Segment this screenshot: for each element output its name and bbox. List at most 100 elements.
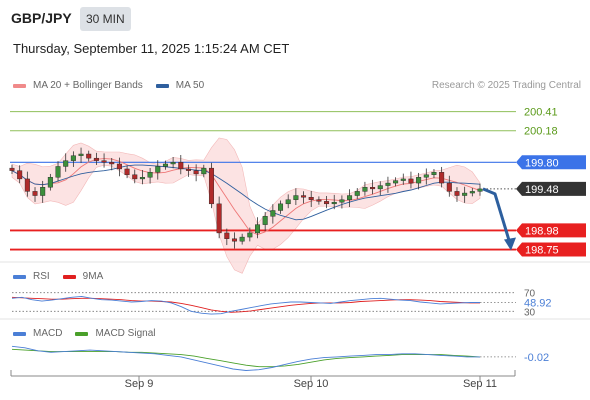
- price-candle: [377, 181, 383, 196]
- last-price-tag: [516, 181, 586, 196]
- price-candle: [40, 180, 46, 203]
- price-candle: [477, 183, 483, 196]
- candle-body: [231, 238, 237, 242]
- price-candle: [47, 173, 53, 191]
- candle-body: [93, 157, 99, 161]
- candle-body: [147, 172, 153, 178]
- candle-body: [55, 166, 61, 178]
- price-candle: [216, 196, 222, 239]
- macd-legend: MACD MACD Signal: [13, 328, 168, 339]
- candle-body: [78, 153, 84, 156]
- candle-body: [347, 195, 353, 200]
- candle-body: [278, 203, 284, 211]
- candle-body: [40, 187, 46, 196]
- price-candle: [116, 157, 122, 177]
- candle-body: [170, 162, 176, 165]
- candle-body: [86, 153, 92, 159]
- rsi-line: [11, 295, 480, 315]
- rsi-legend: RSI 9MA: [13, 271, 116, 282]
- candle-body: [132, 174, 138, 180]
- x-tick-label: Sep 9: [125, 378, 154, 390]
- candle-body: [331, 201, 337, 205]
- price-candle: [423, 168, 429, 185]
- support-price-tag-4: [516, 223, 586, 238]
- rsi-tick-label-30: 30: [524, 307, 536, 318]
- ma20-legend-swatch: [13, 83, 26, 88]
- candle-body: [139, 177, 145, 180]
- ma20-legend-label: MA 20 + Bollinger Bands: [33, 80, 143, 91]
- price-candle: [208, 162, 214, 209]
- price-candle: [78, 147, 84, 163]
- candle-body: [17, 170, 23, 180]
- forecast-arrow-path: [482, 187, 512, 244]
- candle-body: [370, 187, 376, 190]
- symbol-title: GBP/JPY: [11, 10, 72, 26]
- candle-body: [70, 155, 76, 161]
- price-candle: [170, 156, 176, 169]
- candle-body: [431, 172, 437, 175]
- candle-body: [454, 191, 460, 196]
- candle-body: [9, 167, 15, 171]
- price-candle: [331, 194, 337, 210]
- price-candle: [231, 232, 237, 249]
- price-candle: [139, 169, 145, 185]
- candle-body: [285, 199, 291, 205]
- candle-body: [270, 210, 276, 217]
- price-candle: [162, 160, 168, 170]
- support-label-5: 198.75: [525, 245, 559, 257]
- support-price-tag-5: [516, 242, 586, 257]
- macd-signal-legend-label: MACD Signal: [95, 328, 156, 339]
- candle-body: [400, 178, 406, 181]
- price-candle: [63, 153, 69, 172]
- ma50-legend-swatch: [155, 83, 169, 88]
- candle-body: [262, 216, 268, 225]
- price-candle: [370, 179, 376, 195]
- price-candle: [86, 150, 92, 162]
- price-candle: [469, 188, 475, 197]
- price-candle: [201, 164, 207, 178]
- candle-body: [224, 232, 230, 239]
- candle-body: [178, 162, 184, 170]
- price-candle: [132, 169, 138, 184]
- macd-signal-line: [11, 348, 481, 368]
- candle-body: [63, 160, 69, 167]
- rsi-legend-label: RSI: [33, 271, 50, 282]
- price-candle: [178, 154, 184, 175]
- candle-body: [339, 199, 345, 203]
- candle-body: [324, 201, 330, 205]
- price-candle: [9, 164, 15, 174]
- price-candle: [109, 157, 115, 171]
- candle-body: [247, 232, 253, 238]
- price-candle: [239, 233, 245, 245]
- macd-line: [11, 345, 480, 371]
- price-candle: [385, 176, 391, 193]
- price-candle: [324, 196, 330, 209]
- candle-body: [354, 191, 360, 196]
- ma50-line: [11, 164, 481, 221]
- price-candle: [278, 200, 284, 214]
- price-candle: [185, 164, 191, 177]
- price-candle: [70, 151, 76, 167]
- candle-body: [377, 185, 383, 190]
- price-candle: [24, 171, 30, 197]
- ma20-line: [11, 158, 481, 236]
- timeframe-badge[interactable]: 30 MIN: [80, 7, 131, 31]
- forecast-arrowhead: [504, 237, 516, 251]
- price-candle: [462, 186, 468, 203]
- x-tick-label: Sep 10: [294, 378, 329, 390]
- pivot-label: 199.80: [525, 157, 559, 169]
- candle-body: [101, 160, 107, 163]
- price-candle: [224, 228, 230, 246]
- candle-body: [293, 195, 299, 200]
- x-tick-label: Sep 11: [463, 378, 497, 390]
- price-candle: [285, 194, 291, 209]
- candle-body: [155, 166, 161, 173]
- candle-body: [116, 163, 122, 170]
- price-candle: [393, 177, 399, 187]
- rsi-legend-swatch: [13, 274, 26, 279]
- support-label-4: 198.98: [525, 225, 559, 237]
- candle-body: [124, 168, 130, 175]
- price-candle: [446, 175, 452, 197]
- price-candle: [354, 188, 360, 199]
